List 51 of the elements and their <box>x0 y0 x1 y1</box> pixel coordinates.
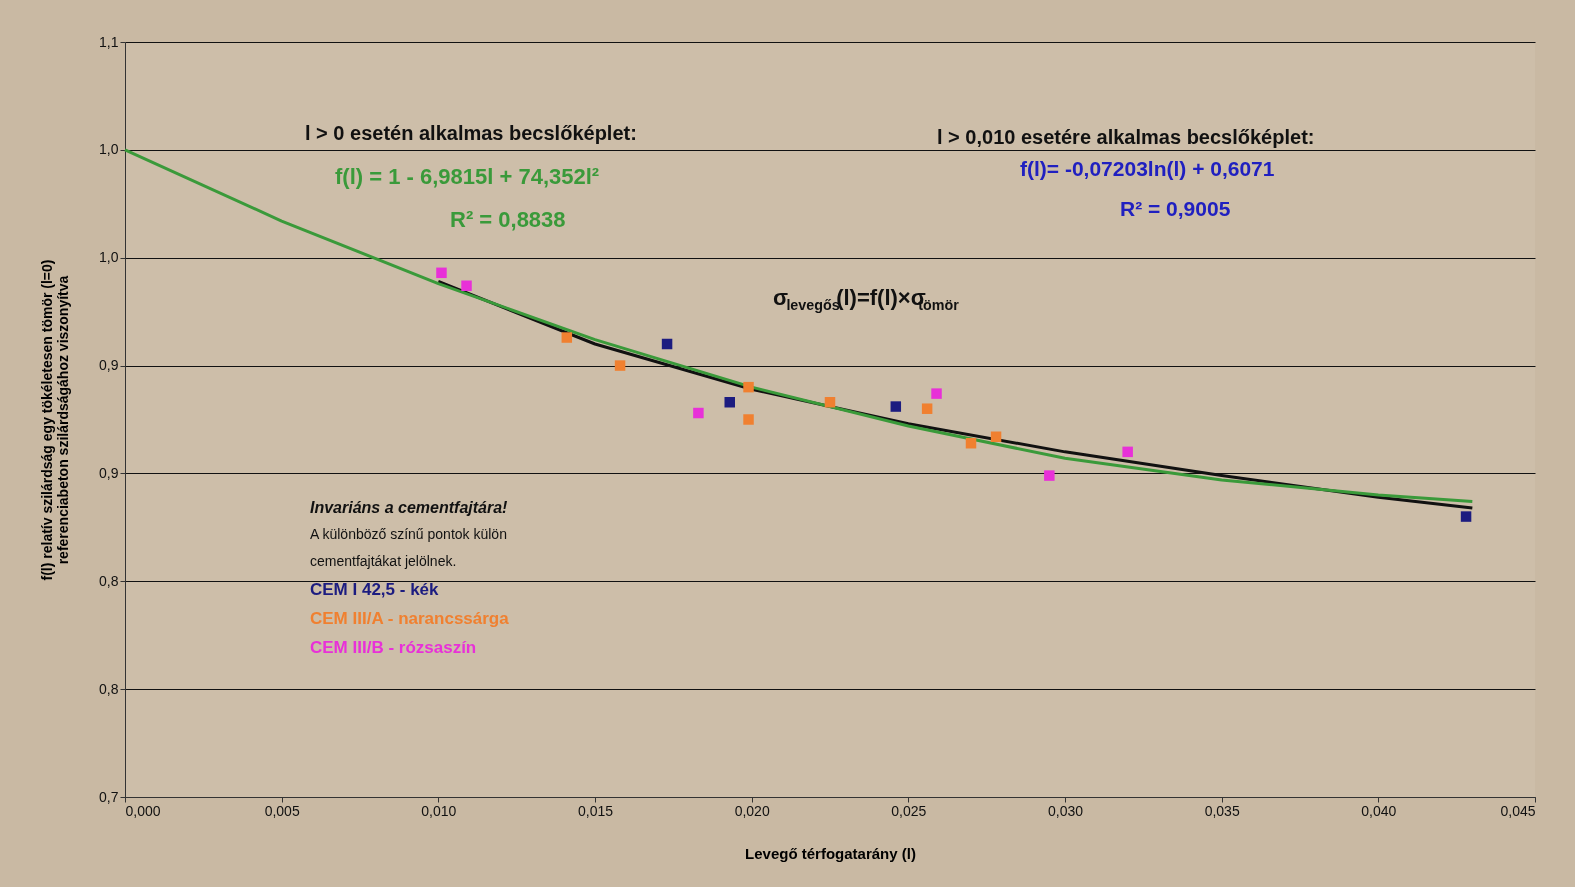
x-tick-label: 0,020 <box>734 802 770 819</box>
y-tick-label: 0,9 <box>99 464 119 481</box>
x-tick-label: 0,015 <box>577 802 614 819</box>
text: CEM III/A - narancssárga <box>310 609 510 628</box>
text: CEM I 42,5 - kék <box>310 580 440 599</box>
annotation: l > 0 esetén alkalmas becslőképlet: <box>305 122 637 144</box>
annotation: f(l)= -0,07203ln(l) + 0,6071 <box>1020 157 1275 180</box>
point <box>561 332 573 343</box>
x-axis-title: Levegő térfogatarány (l) <box>745 844 916 862</box>
point <box>461 280 472 291</box>
x-tick-label: 0,000 <box>125 802 161 819</box>
point <box>1044 470 1055 481</box>
point <box>1460 511 1472 522</box>
annotation: Invariáns a cementfajtára! <box>310 499 509 516</box>
y-tick-label: 0,7 <box>99 788 119 805</box>
line-series <box>123 148 1474 503</box>
annotation: A különböző színű pontok külön <box>310 526 507 542</box>
y-axis-title: f(l) relatív szilárdság egy tökéletesen tömör (l=0) referenciabeton szilárdságához viszonyítva <box>39 259 72 581</box>
x-tick-label: 0,025 <box>891 802 927 819</box>
annotation: R² = 0,9005 <box>1120 197 1231 220</box>
y-tick-label: 0,8 <box>99 572 119 589</box>
x-tick-label: 0,040 <box>1361 802 1397 819</box>
y-tick-label: 1,0 <box>99 141 119 158</box>
x-tick-label: 0,030 <box>1047 802 1084 819</box>
point <box>693 407 704 419</box>
x-tick-label: 0,010 <box>421 802 457 819</box>
point <box>965 437 977 449</box>
text: CEM III/B - rózsaszín <box>310 638 477 657</box>
point <box>614 360 626 371</box>
point <box>743 414 754 425</box>
point <box>724 397 735 408</box>
point <box>1122 446 1133 458</box>
annotation: R² = 0,8838 <box>450 207 566 232</box>
y-tick-label: 1,1 <box>99 33 119 50</box>
y-tick-label: 1,0 <box>99 249 119 266</box>
x-tick-label: 0,005 <box>264 802 300 819</box>
annotation: cementfajtákat jelölnek. <box>310 553 457 569</box>
point <box>824 397 836 408</box>
point <box>661 338 673 350</box>
point <box>890 401 902 412</box>
x-tick-label: 0,045 <box>1500 802 1536 819</box>
point <box>436 267 447 279</box>
annotation: l > 0,010 esetére alkalmas becslőképlet: <box>937 126 1315 148</box>
y-tick-label: 0,9 <box>99 357 119 374</box>
point <box>931 388 942 399</box>
x-tick-label: 0,035 <box>1204 802 1240 819</box>
point <box>921 403 933 414</box>
point <box>743 381 754 393</box>
y-tick-label: 0,8 <box>99 680 119 697</box>
annotation: f(l) = 1 - 6,9815l + 74,352l² <box>335 164 600 189</box>
point <box>990 431 1002 442</box>
